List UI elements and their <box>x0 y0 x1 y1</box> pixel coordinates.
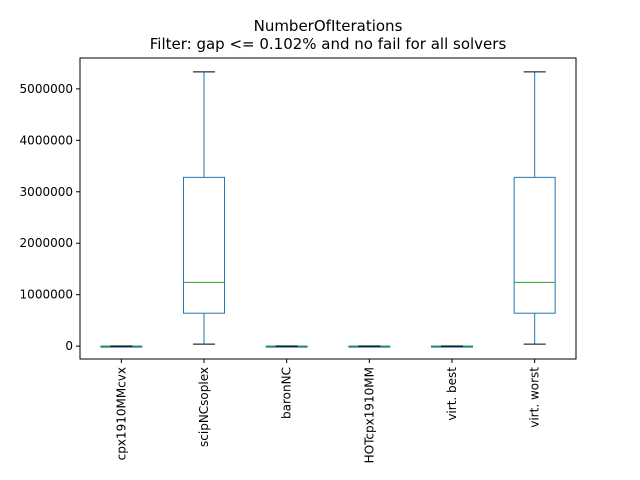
box-scipncsoplex <box>183 71 225 345</box>
y-tick-label: 2000000 <box>20 236 73 250</box>
box-virt-worst <box>513 71 556 345</box>
y-tick-label: 3000000 <box>20 185 73 199</box>
x-tick-label: HOTcpx1910MM <box>362 367 376 463</box>
plot-area-frame <box>79 57 577 360</box>
x-axis: cpx1910MMcvx scipNCsoplex baronNC HOTcpx191… <box>114 359 542 463</box>
interquartile-box <box>513 176 556 314</box>
x-tick-label: cpx1910MMcvx <box>114 367 128 460</box>
x-tick-label: virt. best <box>445 367 459 421</box>
box-cpx1910mmcvx <box>100 345 143 348</box>
x-tick-label: baronNC <box>280 367 294 419</box>
chart-title: NumberOfIterations <box>254 17 403 35</box>
box-hotcpx1910mm <box>348 345 391 348</box>
interquartile-box <box>183 176 225 314</box>
chart-subtitle: Filter: gap <= 0.102% and no fail for al… <box>150 35 507 53</box>
box-series <box>100 71 556 348</box>
x-tick-label: virt. worst <box>528 367 542 428</box>
box-virt-best <box>431 345 473 348</box>
y-tick-label: 1000000 <box>20 288 73 302</box>
y-tick-label: 4000000 <box>20 133 73 147</box>
y-axis: 0 1000000 2000000 3000000 4000000 5000000 <box>20 82 80 353</box>
y-tick-label: 0 <box>65 339 73 353</box>
y-tick-label: 5000000 <box>20 82 73 96</box>
x-tick-label: scipNCsoplex <box>197 367 211 447</box>
box-baronnc <box>265 345 308 348</box>
